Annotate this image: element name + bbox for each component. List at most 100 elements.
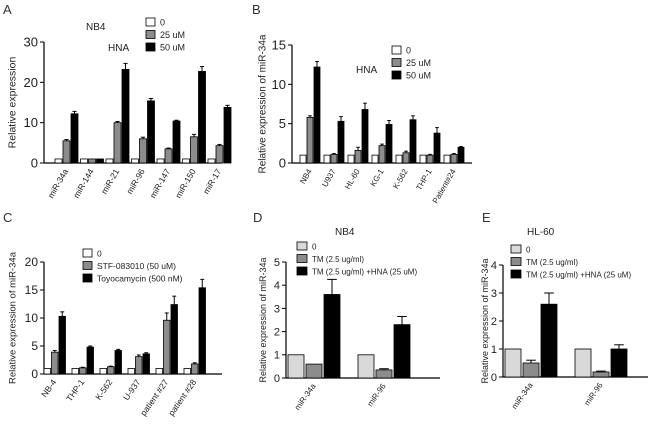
x-tick-label: miR-96 xyxy=(365,382,387,409)
x-tick-label: miR-34a xyxy=(510,381,535,411)
bar-miR-17-0 xyxy=(207,158,216,164)
bar-miR-150-25 uM xyxy=(190,136,198,164)
chart-title: HL-60 xyxy=(527,227,555,238)
legend-label: TM (2.5 ug/ml) xyxy=(312,255,364,264)
legend-swatch xyxy=(145,17,156,27)
panel-letter: C xyxy=(3,210,12,225)
bar-miR-21-50 uM xyxy=(121,69,130,164)
bar-K-562-50 uM xyxy=(409,119,417,164)
x-tick-label: K-562 xyxy=(93,377,114,402)
bar-HL-60-25 uM xyxy=(354,150,362,164)
bar-K-562-0 xyxy=(395,154,403,164)
bar-HL-60-50 uM xyxy=(361,109,369,164)
y-tick-label: 2 xyxy=(491,316,497,328)
bar-HL-60-0 xyxy=(347,154,355,164)
legend-swatch xyxy=(296,254,308,263)
y-tick-label: 5 xyxy=(274,257,280,269)
bar-miR-34a-TM (2.5 ug/ml) xyxy=(305,363,323,379)
bar-miR-96-TM (2.5 ug/ml) xyxy=(375,369,393,379)
x-tick-label: miR-96 xyxy=(582,381,604,408)
legend-swatch xyxy=(510,257,522,266)
bar-miR-34a-50 uM xyxy=(70,113,79,164)
y-tick-label: 5 xyxy=(279,116,286,131)
y-tick-label: 0 xyxy=(31,156,38,171)
legend-label: 50 uM xyxy=(406,71,431,81)
legend-swatch xyxy=(391,58,402,67)
bar-miR-34a-TM (2.5 ug/ml) +HNA (25 uM) xyxy=(323,294,341,379)
legend-swatch xyxy=(82,248,93,258)
legend-swatch xyxy=(296,241,308,251)
legend: 0 TM (2.5 ug/ml) TM (2.5 ug/ml) +HNA (25 u… xyxy=(296,241,417,277)
bar-miR-96-50 uM xyxy=(147,100,155,164)
x-tick-label: NB-4 xyxy=(39,377,58,399)
x-tick-label: THP-1 xyxy=(414,167,434,192)
legend-swatch xyxy=(296,266,308,276)
bar-K-562-Toyocamycin (500 nM) xyxy=(114,350,122,375)
bar-miR-34a-0 xyxy=(287,354,305,379)
bar-KG-1-0 xyxy=(371,154,379,164)
panel-letter: B xyxy=(252,2,261,17)
panel-C: C 0 5 10 15 20 Relative expression of miR-34a N… xyxy=(3,210,222,418)
bar-miR-96-0 xyxy=(574,348,592,378)
bar-miR-34a-TM (2.5 ug/ml) xyxy=(522,362,540,378)
x-tick-label: U-937 xyxy=(121,377,143,402)
x-tick-label: miR-17 xyxy=(201,167,223,196)
legend-swatch xyxy=(82,273,93,283)
bar-Patient#24-0 xyxy=(443,154,451,164)
bar-patient #28-0 xyxy=(183,367,191,375)
chart-title: NB4 xyxy=(335,227,355,238)
legend: 0 25 uM 50 uM xyxy=(391,45,431,81)
y-tick-label: 10 xyxy=(272,77,286,92)
x-tick-label: miR-34a xyxy=(46,167,71,200)
bar-patient #28-STF-083010 (50 uM) xyxy=(191,363,199,375)
legend-swatch xyxy=(391,45,402,55)
bar-NB-4-0 xyxy=(43,367,51,375)
y-tick-label: 4 xyxy=(491,260,497,272)
legend-swatch xyxy=(145,42,156,52)
bar-miR-147-25 uM xyxy=(164,148,173,164)
y-tick-label: 1 xyxy=(491,344,497,356)
chart-title: NB4 xyxy=(86,22,106,33)
legend-label: 0 xyxy=(526,246,531,255)
bar-miR-96-0 xyxy=(131,158,139,164)
bar-U-937-Toyocamycin (500 nM) xyxy=(142,353,150,375)
legend-label: TM (2.5 ug/ml) +HNA (25 uM) xyxy=(312,268,417,277)
bar-miR-34a-TM (2.5 ug/ml) +HNA (25 uM) xyxy=(540,303,558,378)
legend-label: 0 xyxy=(312,243,317,252)
annotation: HNA xyxy=(356,65,377,76)
y-tick-label: 4 xyxy=(274,280,280,292)
bar-NB-4-Toyocamycin (500 nM) xyxy=(58,315,66,375)
bar-patient #27-Toyocamycin (500 nM) xyxy=(170,304,178,375)
x-tick-label: miR-150 xyxy=(173,167,198,200)
x-tick-label: HL-60 xyxy=(343,167,362,191)
bar-miR-96-0 xyxy=(357,354,375,379)
x-tick-label: miR-96 xyxy=(124,167,146,196)
bar-K-562-0 xyxy=(99,367,107,375)
bar-miR-96-TM (2.5 ug/ml) +HNA (25 uM) xyxy=(393,324,411,379)
bar-miR-147-0 xyxy=(156,158,165,164)
panel-D: D 0 1 2 3 4 5 Relative expression of miR-34a miR… xyxy=(253,210,440,412)
panel-letter: E xyxy=(482,210,491,225)
y-axis-label: Relative expression xyxy=(7,57,19,149)
bar-U-937-0 xyxy=(127,367,135,375)
bar-K-562-STF-083010 (50 uM) xyxy=(107,366,115,375)
legend-swatch xyxy=(391,70,402,80)
bar-miR-17-50 uM xyxy=(223,106,232,164)
x-tick-label: K-562 xyxy=(391,167,410,190)
bar-NB4-25 uM xyxy=(306,116,314,164)
bar-miR-96-TM (2.5 ug/ml) +HNA (25 uM) xyxy=(610,348,628,378)
legend-label: TM (2.5 ug/ml) +HNA (25 uM) xyxy=(526,271,631,280)
x-tick-label: miR-21 xyxy=(99,167,121,196)
bar-U937-0 xyxy=(323,154,331,164)
x-tick-label: miR-34a xyxy=(293,382,318,412)
legend-swatch xyxy=(145,30,156,39)
bar-Patient#24-50 uM xyxy=(457,146,465,164)
y-axis-label: Relative expression of miR-34a xyxy=(7,251,18,384)
bar-THP-1-25 uM xyxy=(426,154,434,164)
y-tick-label: 0 xyxy=(274,373,280,385)
bar-THP-1-0 xyxy=(71,367,79,375)
bar-miR-21-0 xyxy=(105,158,114,164)
